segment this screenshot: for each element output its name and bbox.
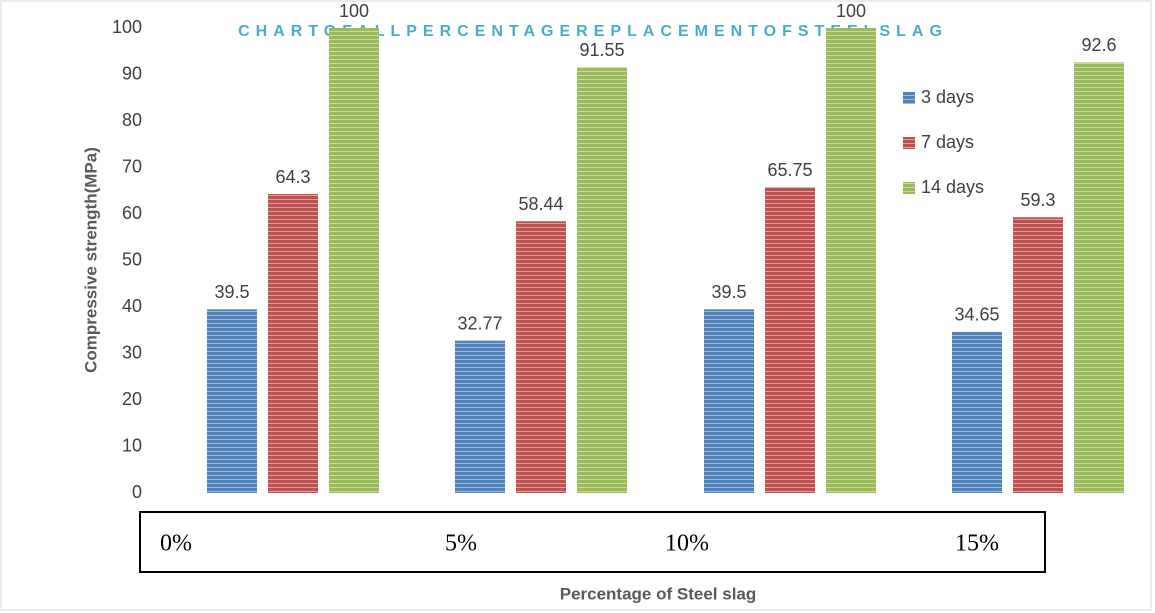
y-tick-label: 90 [122, 63, 142, 83]
data-label: 34.65 [954, 305, 999, 325]
bar [704, 309, 754, 493]
y-tick-label: 10 [122, 435, 142, 455]
y-tick-label: 80 [122, 110, 142, 130]
bar [577, 67, 627, 493]
legend-swatch [903, 182, 915, 194]
data-label: 39.5 [711, 282, 746, 302]
bar [455, 340, 505, 493]
y-tick-label: 20 [122, 389, 142, 409]
bar [1013, 217, 1063, 493]
y-tick-label: 30 [122, 342, 142, 362]
data-label: 64.3 [275, 167, 310, 187]
bar [268, 194, 318, 493]
data-label: 65.75 [767, 160, 812, 180]
legend-label: 14 days [921, 177, 984, 197]
y-tick-label: 50 [122, 249, 142, 269]
y-tick-label: 0 [132, 482, 142, 502]
x-axis-title: Percentage of Steel slag [560, 584, 757, 603]
data-label: 100 [339, 1, 369, 21]
bar [516, 221, 566, 493]
x-tick-label: 15% [955, 531, 999, 557]
x-tick-label: 10% [665, 531, 709, 557]
data-label: 32.77 [457, 313, 502, 333]
y-tick-label: 60 [122, 203, 142, 223]
data-label: 59.3 [1020, 190, 1055, 210]
y-tick-label: 100 [112, 17, 142, 37]
bar [826, 28, 876, 493]
bar [952, 331, 1002, 493]
legend-label: 3 days [921, 87, 974, 107]
category-box [139, 511, 1046, 573]
bar [207, 309, 257, 493]
data-label: 39.5 [214, 282, 249, 302]
chart-title: CHARTOFALLPERCENTAGEREPLACEMENTOFSTEELSL… [238, 23, 948, 40]
data-label: 92.6 [1081, 35, 1116, 55]
y-tick-label: 40 [122, 296, 142, 316]
y-tick-label: 70 [122, 156, 142, 176]
legend-label: 7 days [921, 132, 974, 152]
data-label: 58.44 [518, 194, 563, 214]
data-label: 91.55 [579, 40, 624, 60]
bar [1074, 62, 1124, 493]
legend-swatch [903, 92, 915, 104]
x-tick-label: 0% [160, 531, 192, 557]
bar [329, 28, 379, 493]
legend-swatch [903, 137, 915, 149]
x-tick-label: 5% [445, 531, 477, 557]
y-axis-title: Compressive strength(MPa) [81, 147, 100, 373]
data-label: 100 [836, 1, 866, 21]
bar [765, 187, 815, 493]
